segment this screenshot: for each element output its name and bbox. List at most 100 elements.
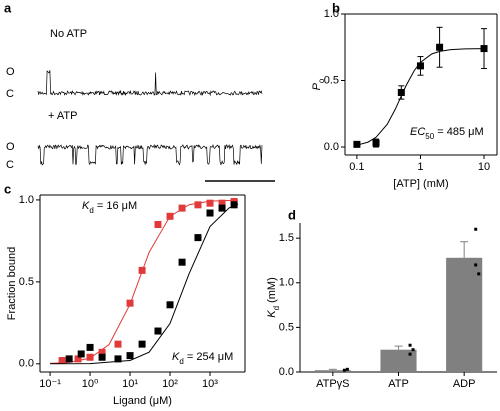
text-part: P xyxy=(311,82,323,90)
data-point xyxy=(206,199,214,207)
x-tick-label: ATPγS xyxy=(316,378,349,390)
data-point xyxy=(480,45,488,53)
current-trace xyxy=(37,143,263,166)
y-tick-label: 0.5 xyxy=(279,321,294,333)
data-point xyxy=(477,272,481,276)
y-tick-label: 0.0 xyxy=(19,358,34,370)
data-point xyxy=(342,368,346,372)
text-part: (mM) xyxy=(266,277,278,306)
data-point xyxy=(126,352,134,360)
y-tick-label: 0.0 xyxy=(279,366,294,378)
fit-line xyxy=(50,199,239,364)
annotation: Kd = 16 μM xyxy=(82,200,137,215)
x-axis-label: Ligand (μM) xyxy=(113,395,172,407)
bar xyxy=(314,370,351,372)
x-tick-label: 10⁰ xyxy=(82,378,99,390)
data-point xyxy=(411,348,415,352)
data-point xyxy=(98,348,106,356)
x-tick-label: ADP xyxy=(453,378,476,390)
data-point xyxy=(408,343,412,347)
data-point xyxy=(416,62,424,70)
state-label: O xyxy=(6,66,15,78)
text-part: = 254 μM xyxy=(184,351,233,363)
x-tick-label: 10² xyxy=(162,378,178,390)
x-tick-label: 10⁻¹ xyxy=(39,378,61,390)
text-part: K xyxy=(172,351,180,363)
y-tick-label: 1.0 xyxy=(19,194,34,206)
current-trace xyxy=(37,70,263,97)
text-part: K xyxy=(82,200,90,212)
state-label: O xyxy=(6,141,15,153)
y-axis-label: Po xyxy=(311,78,326,90)
annotation: Kd = 254 μM xyxy=(172,351,233,366)
x-tick-label: 0.1 xyxy=(349,161,364,173)
x-tick-label: ATP xyxy=(388,378,409,390)
data-point xyxy=(126,299,134,307)
data-point xyxy=(353,140,361,148)
data-point xyxy=(230,201,238,209)
text-part: Fraction bound xyxy=(6,247,18,320)
x-tick-label: 1 xyxy=(417,161,423,173)
bar xyxy=(380,349,417,372)
data-point xyxy=(74,355,82,363)
y-tick-label: 1.5 xyxy=(279,232,294,244)
text-part: 50 xyxy=(425,132,434,141)
data-point xyxy=(58,357,66,365)
data-point xyxy=(114,340,122,348)
state-label: C xyxy=(6,159,14,171)
text-part: EC xyxy=(410,126,425,138)
y-tick-label: 0.5 xyxy=(324,74,339,86)
panel-label: d xyxy=(288,207,296,222)
data-point xyxy=(218,199,226,207)
data-point xyxy=(194,234,202,242)
condition-label: + ATP xyxy=(48,110,77,122)
text-part: = 16 μM xyxy=(94,200,137,212)
data-point xyxy=(178,204,186,212)
data-point xyxy=(166,212,174,220)
y-axis-label: Kd (mM) xyxy=(266,277,281,318)
data-point xyxy=(77,350,85,358)
data-point xyxy=(206,209,214,217)
data-point xyxy=(86,353,94,361)
panel-label: c xyxy=(4,181,11,196)
text-part: o xyxy=(317,78,326,83)
x-axis-label: [ATP] (mM) xyxy=(393,178,448,190)
y-tick-label: 1.0 xyxy=(279,277,294,289)
data-point xyxy=(154,221,162,228)
data-point xyxy=(345,367,349,371)
y-tick-label: 1.0 xyxy=(324,8,339,20)
data-point xyxy=(372,139,380,147)
data-point xyxy=(166,301,174,309)
text-part: d xyxy=(89,206,93,215)
panel-label: a xyxy=(4,0,12,15)
bar xyxy=(446,257,483,372)
y-tick-label: 0.0 xyxy=(324,141,339,153)
fit-line xyxy=(50,203,239,365)
data-point xyxy=(138,266,146,274)
data-point xyxy=(218,204,226,212)
condition-label: No ATP xyxy=(50,28,87,40)
data-point xyxy=(154,327,162,335)
x-tick-label: 10 xyxy=(478,161,490,173)
data-point xyxy=(474,227,478,231)
x-tick-label: 10¹ xyxy=(122,378,138,390)
text-part: = 485 μM xyxy=(434,126,483,138)
state-label: C xyxy=(6,88,14,100)
data-point xyxy=(98,353,106,361)
data-point xyxy=(86,343,94,351)
data-point xyxy=(474,263,478,267)
data-point xyxy=(408,352,412,356)
annotation: EC50 = 485 μM xyxy=(410,126,484,141)
y-tick-label: 0.5 xyxy=(19,276,34,288)
data-point xyxy=(397,88,405,96)
data-point xyxy=(65,355,73,363)
data-point xyxy=(178,258,186,266)
x-tick-label: 10³ xyxy=(202,378,218,390)
data-point xyxy=(138,340,146,348)
data-point xyxy=(194,201,202,209)
text-part: d xyxy=(179,357,183,366)
data-point xyxy=(114,355,122,363)
text-part: d xyxy=(272,306,281,310)
